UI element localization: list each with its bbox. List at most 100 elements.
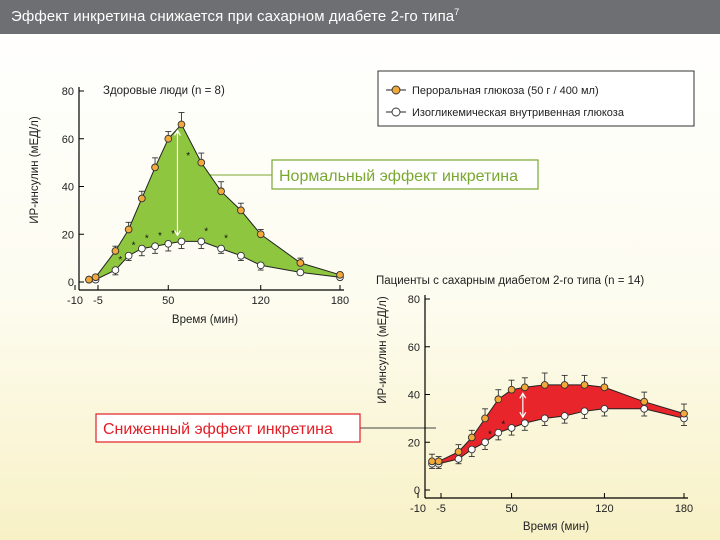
- legend-oral-label: Пероральная глюкоза (50 г / 400 мл): [412, 85, 599, 97]
- diabetes-oral-point: [680, 409, 688, 418]
- healthy-y-tick-label: 20: [62, 229, 74, 241]
- healthy-oral-point: [177, 120, 186, 129]
- diabetes-oral-point: [434, 457, 443, 466]
- diabetes-oral-point: [494, 395, 503, 404]
- diabetes-iv-point: [560, 412, 569, 420]
- diabetes-x-tick-label: -5: [436, 503, 446, 515]
- healthy-significance-star: *: [132, 241, 136, 252]
- healthy-oral-point: [336, 270, 344, 279]
- diabetes-y-tick-label: 0: [414, 485, 420, 497]
- healthy-oral-point: [217, 187, 225, 196]
- healthy-significance-star: *: [204, 226, 208, 237]
- diabetes-oral-point: [481, 414, 489, 423]
- healthy-oral-point: [296, 259, 305, 267]
- diabetes-y-label: ИР-инсулин (мЕД/л): [377, 296, 389, 404]
- healthy-oral-point: [197, 158, 206, 167]
- healthy-subtitle: Здоровые люди (n = 8): [103, 85, 225, 97]
- diabetes-iv-point: [580, 407, 589, 416]
- diabetes-significance-star: *: [488, 429, 492, 440]
- healthy-y-label: ИР-инсулин (мЕД/л): [29, 116, 41, 224]
- normal-effect-label: Нормальный эффект инкретина: [279, 168, 518, 185]
- healthy-y-tick-label: 80: [62, 86, 74, 98]
- diabetes-x-tick-label: 50: [505, 503, 517, 515]
- diabetes-oral-point: [467, 433, 476, 442]
- diabetes-x-tick-label: 180: [675, 503, 693, 515]
- healthy-oral-point: [91, 273, 100, 282]
- diabetes-iv-point: [640, 404, 649, 413]
- reduced-effect-label: Сниженный эффект инкретина: [103, 421, 333, 438]
- healthy-y-tick-label: 40: [62, 182, 74, 194]
- healthy-x-tick-label: 120: [252, 295, 270, 307]
- reduced-effect-box: [95, 413, 361, 443]
- healthy-oral-point: [151, 163, 159, 172]
- healthy-x-tick-label: 50: [162, 295, 174, 307]
- diabetes-iv-point: [467, 445, 476, 454]
- healthy-oral-point: [137, 194, 146, 203]
- legend-box: [377, 70, 695, 127]
- healthy-iv-point: [256, 261, 265, 270]
- diabetes-oral-point: [600, 383, 609, 392]
- healthy-significance-star: *: [171, 229, 175, 240]
- slide-title: Эффект инкретина снижается при сахарном …: [11, 7, 459, 25]
- diabetes-x-tick-label: 120: [595, 503, 613, 515]
- diabetes-y-tick-label: 60: [408, 342, 420, 354]
- diabetes-oral-point: [640, 397, 649, 406]
- healthy-effect-arrowhead-top: [173, 129, 181, 136]
- normal-effect-box: [271, 159, 539, 190]
- diabetes-oral-point: [520, 383, 529, 392]
- healthy-x-tick-label: 180: [331, 295, 349, 307]
- healthy-oral-point: [256, 230, 265, 239]
- healthy-oral-point: [111, 247, 120, 255]
- healthy-significance-star: *: [118, 255, 122, 266]
- healthy-fill-area: [89, 124, 340, 280]
- healthy-oral-point: [164, 134, 173, 143]
- diabetes-oral-point: [454, 447, 463, 456]
- healthy-y-tick-label: 60: [62, 134, 74, 146]
- healthy-x-label: Время (мин): [172, 314, 238, 326]
- diabetes-oral-point: [560, 381, 569, 389]
- healthy-oral-line: [88, 123, 341, 281]
- healthy-iv-point: [217, 244, 225, 253]
- healthy-iv-point: [237, 251, 245, 260]
- healthy-effect-arrowhead-bottom: [173, 230, 181, 237]
- healthy-significance-star: *: [158, 231, 162, 242]
- legend-oral-icon: [391, 85, 401, 95]
- legend-iv-icon: [391, 107, 401, 117]
- title-bar: Эффект инкретина снижается при сахарном …: [0, 0, 720, 34]
- diabetes-x-tick-label: -10: [410, 503, 426, 515]
- reduced-effect-callout: Сниженный эффект инкретина: [95, 413, 361, 443]
- healthy-x-tick-label: -5: [93, 295, 103, 307]
- slide-title-footnote: 7: [454, 7, 460, 17]
- healthy-significance-star: *: [224, 234, 228, 245]
- diabetes-iv-point: [494, 428, 503, 437]
- diabetes-oral-point: [580, 381, 589, 389]
- healthy-iv-point: [197, 237, 206, 246]
- diabetes-oral-point: [428, 457, 436, 466]
- diabetes-effect-arrowhead-top: [519, 392, 527, 399]
- diabetes-oral-point: [540, 381, 549, 389]
- healthy-iv-point: [111, 266, 120, 274]
- healthy-x-tick-label: -10: [67, 295, 83, 307]
- healthy-oral-point: [85, 275, 93, 284]
- diabetes-significance-star: *: [501, 420, 505, 431]
- diabetes-x-label: Время (мин): [523, 521, 589, 533]
- diabetes-oral-point: [507, 385, 516, 394]
- diabetes-iv-point: [600, 404, 609, 413]
- healthy-y-tick-label: 0: [68, 277, 74, 289]
- healthy-iv-point: [124, 251, 133, 260]
- healthy-significance-star: *: [145, 234, 149, 245]
- diabetes-iv-point: [481, 438, 489, 447]
- healthy-iv-point: [164, 239, 173, 248]
- diabetes-iv-point: [540, 414, 549, 423]
- legend: Пероральная глюкоза (50 г / 400 мл) Изог…: [377, 70, 695, 127]
- chart-diabetes: Пациенты с сахарным диабетом 2-го типа (…: [376, 275, 693, 533]
- healthy-oral-point: [124, 225, 133, 234]
- chart-healthy: Здоровые люди (n = 8) 0 20 40 60 80 ИР-инсулин…: [29, 85, 349, 326]
- diabetes-y-tick-label: 20: [408, 437, 420, 449]
- healthy-iv-point: [296, 268, 305, 277]
- diabetes-iv-point: [507, 424, 516, 432]
- healthy-iv-point: [151, 242, 159, 251]
- diabetes-y-tick-label: 80: [408, 294, 420, 306]
- healthy-oral-point: [237, 206, 245, 215]
